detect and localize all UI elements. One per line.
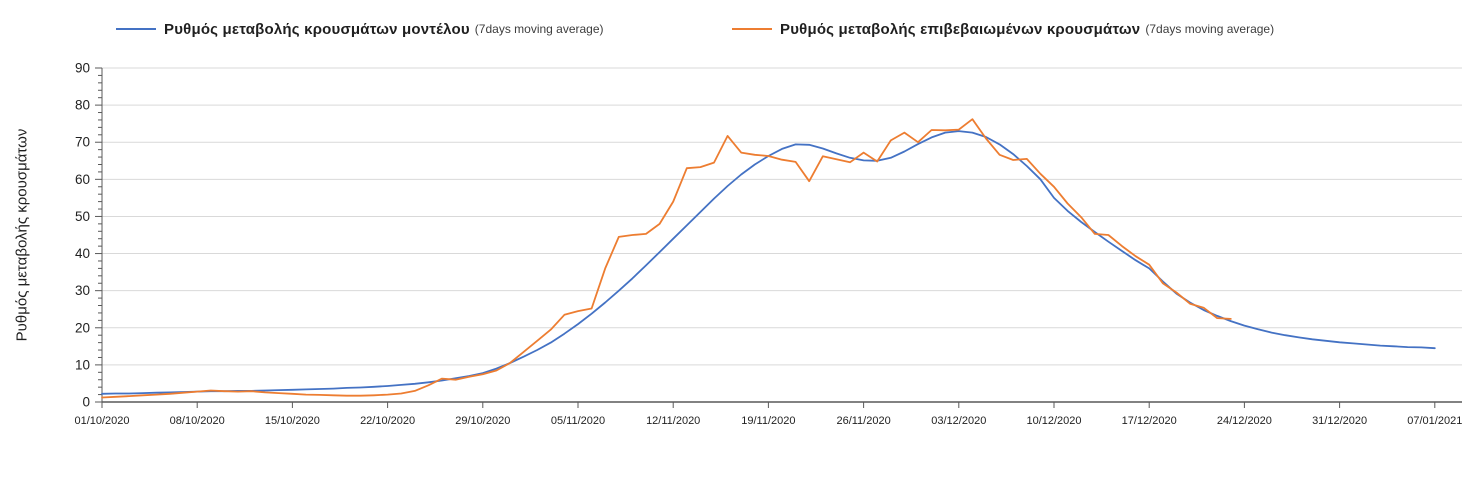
legend-suffix-model: (7days moving average) — [474, 22, 604, 36]
y-tick-label: 70 — [75, 135, 90, 150]
legend-item-model: Ρυθμός μεταβολής κρουσμάτων μοντέλου (7d… — [116, 16, 604, 42]
x-tick-label: 17/12/2020 — [1122, 415, 1177, 427]
x-tick-label: 05/11/2020 — [551, 415, 605, 427]
legend-item-confirmed: Ρυθμός μεταβολής επιβεβαιωμένων κρουσμάτ… — [732, 16, 1274, 42]
x-tick-label: 19/11/2020 — [741, 415, 795, 427]
y-tick-label: 10 — [75, 357, 90, 372]
x-tick-label: 29/10/2020 — [455, 415, 510, 427]
y-tick-label: 60 — [75, 172, 90, 187]
x-tick-label: 31/12/2020 — [1312, 415, 1367, 427]
legend-suffix-confirmed: (7days moving average) — [1145, 22, 1275, 36]
x-tick-label: 01/10/2020 — [74, 415, 129, 427]
y-tick-label: 40 — [75, 246, 90, 261]
x-tick-label: 12/11/2020 — [646, 415, 700, 427]
legend-label-model: Ρυθμός μεταβολής κρουσμάτων μοντέλου — [164, 20, 470, 38]
x-tick-label: 08/10/2020 — [170, 415, 225, 427]
legend-line-swatch-blue — [116, 28, 156, 30]
series-line-1 — [101, 118, 1232, 399]
legend-line-swatch-orange — [732, 28, 772, 30]
x-tick-label: 10/12/2020 — [1026, 415, 1081, 427]
x-tick-label: 03/12/2020 — [931, 415, 986, 427]
legend-label-confirmed: Ρυθμός μεταβολής επιβεβαιωμένων κρουσμάτ… — [780, 20, 1141, 38]
x-tick-label: 22/10/2020 — [360, 415, 415, 427]
y-tick-label: 80 — [75, 98, 90, 113]
x-tick-label: 07/01/2021 — [1407, 415, 1462, 427]
y-tick-label: 90 — [75, 61, 90, 76]
x-tick-label: 24/12/2020 — [1217, 415, 1272, 427]
y-tick-label: 20 — [75, 320, 90, 335]
series-line-0 — [101, 130, 1436, 395]
chart-legend: Ρυθμός μεταβολής κρουσμάτων μοντέλου (7d… — [0, 16, 1476, 42]
x-tick-label: 15/10/2020 — [265, 415, 320, 427]
x-tick-label: 26/11/2020 — [836, 415, 890, 427]
y-tick-label: 50 — [75, 209, 90, 224]
y-tick-label: 30 — [75, 283, 90, 298]
y-tick-label: 0 — [82, 395, 90, 410]
